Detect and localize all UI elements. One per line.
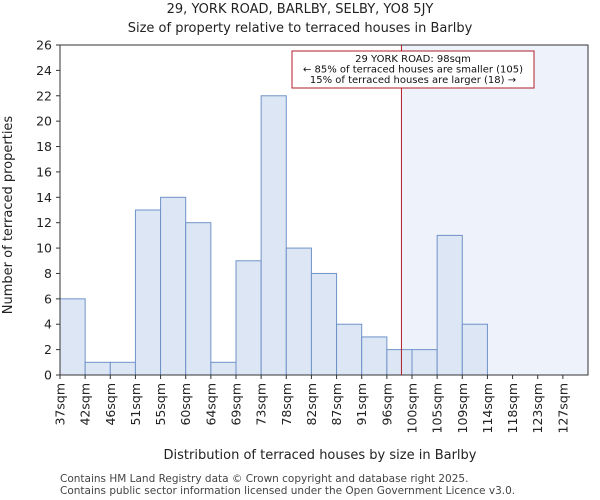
- larger-region: [401, 45, 588, 375]
- chart-subtitle: Size of property relative to terraced ho…: [128, 21, 473, 36]
- x-tick-label: 46sqm: [103, 383, 118, 426]
- y-tick-label: 20: [36, 114, 52, 129]
- bar-37sqm: [59, 298, 86, 376]
- x-tick-label: 60sqm: [178, 383, 193, 426]
- footer-line-2: Contains public sector information licen…: [60, 485, 515, 497]
- x-tick-label: 123sqm: [530, 383, 545, 433]
- annotation-line-3: 15% of terraced houses are larger (18) →: [310, 75, 516, 86]
- bar-51sqm: [134, 209, 162, 376]
- y-tick-label: 22: [36, 88, 52, 103]
- bar-78sqm: [285, 247, 312, 376]
- y-tick-label: 12: [36, 215, 52, 230]
- y-tick-label: 2: [44, 342, 52, 357]
- bar-64sqm: [210, 361, 237, 376]
- x-tick-label: 91sqm: [354, 383, 369, 426]
- bar-60sqm: [185, 222, 212, 376]
- bar-69sqm: [235, 260, 262, 376]
- x-tick-label: 100sqm: [405, 383, 420, 433]
- x-tick-label: 127sqm: [555, 383, 570, 433]
- x-tick-label: 51sqm: [128, 383, 143, 426]
- bar-91sqm: [361, 336, 388, 376]
- x-tick-label: 37sqm: [53, 383, 68, 426]
- x-axis-ticks: 37sqm 42sqm 46sqm 51sqm 55sqm 60sqm 64sqm 69sqm…: [53, 375, 570, 433]
- footer-line-1: Contains HM Land Registry data © Crown c…: [60, 473, 468, 485]
- y-tick-label: 6: [44, 291, 52, 306]
- y-tick-label: 26: [36, 38, 52, 53]
- x-tick-label: 114sqm: [480, 383, 495, 433]
- y-tick-label: 18: [36, 139, 52, 154]
- y-tick-label: 4: [44, 317, 52, 332]
- x-tick-label: 87sqm: [329, 383, 344, 426]
- y-tick-label: 16: [36, 164, 52, 179]
- annotation-line-2: ← 85% of terraced houses are smaller (10…: [303, 65, 523, 76]
- annotation-box: 29 YORK ROAD: 98sqm ← 85% of terraced ho…: [291, 50, 535, 89]
- bars: [59, 95, 488, 376]
- plot-frame: [59, 44, 589, 376]
- y-tick-label: 0: [44, 368, 52, 383]
- x-tick-label: 64sqm: [203, 383, 218, 426]
- y-tick-label: 24: [36, 63, 52, 78]
- annotation-line-1: 29 YORK ROAD: 98sqm: [355, 54, 471, 65]
- y-tick-label: 10: [36, 241, 52, 256]
- highlight-region: [401, 45, 588, 375]
- bar-109sqm: [461, 323, 488, 376]
- x-tick-label: 82sqm: [304, 383, 319, 426]
- bar-100sqm: [411, 349, 438, 376]
- y-axis-label: Number of terraced properties: [1, 116, 16, 315]
- bar-87sqm: [336, 323, 363, 376]
- bar-42sqm: [84, 361, 111, 376]
- bar-96sqm: [386, 349, 413, 376]
- x-tick-label: 96sqm: [379, 383, 394, 426]
- plot-border: [59, 44, 589, 376]
- y-tick-label: 8: [44, 266, 52, 281]
- bar-82sqm: [310, 272, 338, 376]
- x-tick-label: 73sqm: [254, 383, 269, 426]
- x-tick-label: 55sqm: [153, 383, 168, 426]
- bar-105sqm: [436, 234, 463, 376]
- x-tick-label: 69sqm: [229, 383, 244, 426]
- x-tick-label: 105sqm: [430, 383, 445, 433]
- chart-title: 29, YORK ROAD, BARLBY, SELBY, YO8 5JY: [167, 2, 434, 17]
- bar-73sqm: [260, 95, 287, 376]
- x-tick-label: 109sqm: [455, 383, 470, 433]
- bar-46sqm: [109, 361, 136, 376]
- y-tick-label: 14: [36, 190, 52, 205]
- bar-55sqm: [160, 196, 187, 376]
- x-axis-label: Distribution of terraced houses by size …: [164, 448, 477, 463]
- x-tick-label: 78sqm: [279, 383, 294, 426]
- x-tick-label: 42sqm: [78, 383, 93, 426]
- x-tick-label: 118sqm: [505, 383, 520, 433]
